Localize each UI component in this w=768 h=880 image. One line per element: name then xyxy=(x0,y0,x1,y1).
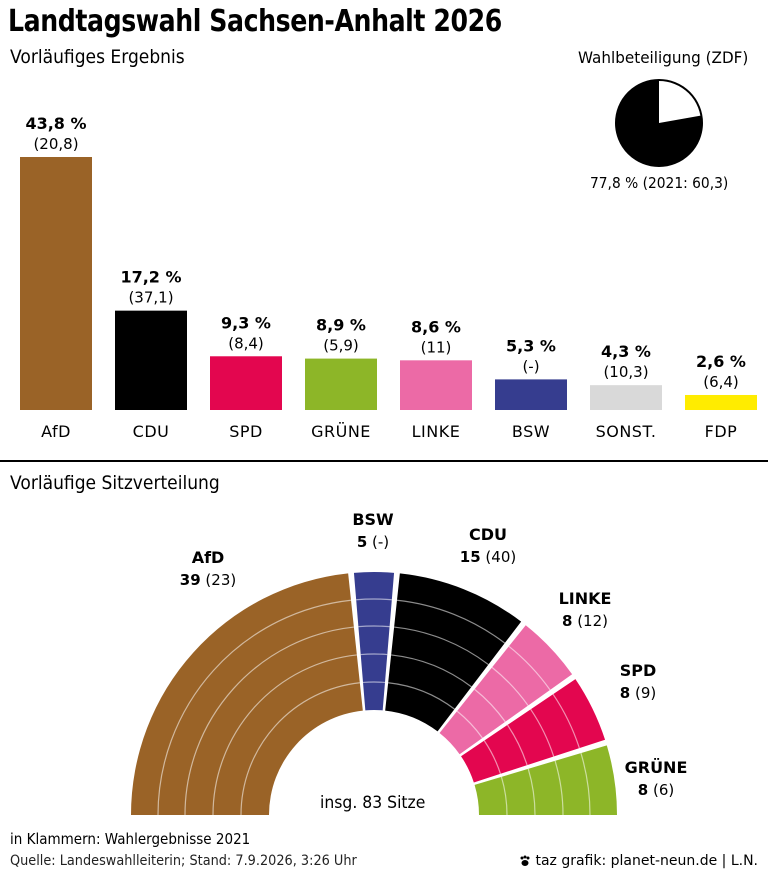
bar-category-label: AfD xyxy=(41,422,71,441)
bar-bsw xyxy=(495,379,567,410)
seat-row-line xyxy=(474,688,506,723)
bar-value-label: 8,6 % xyxy=(411,317,461,336)
bar-linke xyxy=(400,360,472,410)
bar-value-label: 2,6 % xyxy=(696,352,746,371)
seat-row-line xyxy=(506,724,528,766)
chart-subtitle: Vorläufiges Ergebnis xyxy=(10,46,185,68)
bar-category-label: GRÜNE xyxy=(311,422,371,441)
bar-sonst xyxy=(590,385,662,410)
seat-row-line xyxy=(456,710,483,739)
seat-count-label: 5 (-) xyxy=(357,533,389,551)
paw-icon xyxy=(520,855,530,866)
bar-category-label: SPD xyxy=(229,422,263,441)
seat-chart-title: Vorläufige Sitzverteilung xyxy=(10,472,220,494)
seat-row-line xyxy=(394,626,489,666)
seat-segment-spd xyxy=(461,679,606,783)
bar-previous-label: (37,1) xyxy=(128,289,173,307)
seat-row-line xyxy=(391,654,472,688)
bar-previous-label: (20,8) xyxy=(33,135,78,153)
turnout-title: Wahlbeteiligung (ZDF) xyxy=(578,48,749,67)
seat-party-label: LINKE xyxy=(559,589,612,608)
seat-count-label: 15 (40) xyxy=(460,548,516,566)
bar-previous-label: (5,9) xyxy=(323,337,359,355)
seat-row-line xyxy=(240,682,360,816)
bar-afd xyxy=(20,157,92,410)
section-divider xyxy=(0,460,768,462)
seat-row-line xyxy=(356,598,392,601)
bar-value-label: 43,8 % xyxy=(25,114,86,133)
seat-row-line xyxy=(552,693,580,749)
bar-previous-label: (10,3) xyxy=(603,363,648,381)
bar-value-label: 4,3 % xyxy=(601,342,651,361)
bar-category-label: SONST. xyxy=(596,422,657,441)
bar-fdp xyxy=(685,394,757,410)
seat-count-label: 8 (6) xyxy=(638,781,674,799)
source-note: Quelle: Landeswahlleiterin; Stand: 7.9.2… xyxy=(10,853,357,869)
seat-segment-linke xyxy=(439,625,573,755)
seat-party-label: SPD xyxy=(620,661,657,680)
seat-count-label: 8 (12) xyxy=(562,612,608,630)
seat-party-label: CDU xyxy=(469,525,507,544)
turnout-pie-slice xyxy=(616,80,702,166)
bar-chart: 43,8 % (20,8) AfD 17,2 % (37,1) CDU 9,3 % (8,4)… xyxy=(20,114,757,441)
seat-row-line xyxy=(580,752,591,816)
seat-row-line xyxy=(360,653,388,656)
bar-value-label: 5,3 % xyxy=(506,336,556,355)
bar-previous-label: (8,4) xyxy=(228,334,264,352)
seat-segment-cdu xyxy=(385,573,522,732)
bar-grne xyxy=(305,358,377,410)
chart-title: Landtagswahl Sachsen-Anhalt 2026 xyxy=(8,4,502,39)
seat-party-label: GRÜNE xyxy=(625,758,688,777)
bar-value-label: 8,9 % xyxy=(316,316,366,335)
turnout-value: 77,8 % (2021: 60,3) xyxy=(590,174,729,192)
bar-value-label: 9,3 % xyxy=(221,313,271,332)
seat-row-line xyxy=(396,599,506,644)
bar-category-label: LINKE xyxy=(412,422,461,441)
bar-category-label: FDP xyxy=(705,422,738,441)
seat-count-label: 39 (23) xyxy=(180,571,236,589)
bar-category-label: CDU xyxy=(133,422,170,441)
bar-category-label: BSW xyxy=(512,422,550,441)
seat-row-line xyxy=(508,645,551,691)
bar-value-label: 17,2 % xyxy=(120,268,181,287)
bar-spd xyxy=(210,356,282,410)
seat-count-label: 8 (9) xyxy=(620,684,656,702)
seat-row-line xyxy=(491,666,529,706)
turnout-pie xyxy=(615,79,703,167)
seat-row-line xyxy=(554,760,564,816)
seat-row-line xyxy=(212,654,357,816)
bar-previous-label: (6,4) xyxy=(703,373,739,391)
seat-row-line xyxy=(483,740,502,775)
seat-row-line xyxy=(358,625,390,628)
bar-previous-label: (11) xyxy=(421,338,452,356)
seat-party-label: AfD xyxy=(192,548,225,567)
seat-segment-afd xyxy=(131,573,363,815)
footnote: in Klammern: Wahlergebnisse 2021 xyxy=(10,830,251,848)
seat-row-line xyxy=(527,768,536,816)
seat-segment-bsw xyxy=(353,572,395,711)
seat-row-line xyxy=(500,776,508,816)
bar-previous-label: (-) xyxy=(522,357,539,375)
bar-cdu xyxy=(115,310,187,410)
seat-party-label: BSW xyxy=(352,510,394,529)
credit-text: taz grafik: planet-neun.de | L.N. xyxy=(535,853,758,869)
seat-row-line xyxy=(157,599,352,816)
credit: taz grafik: planet-neun.de | L.N. xyxy=(519,853,758,869)
seat-row-line xyxy=(530,708,555,757)
seat-total: insg. 83 Sitze xyxy=(320,793,426,813)
seat-row-line xyxy=(184,626,354,816)
seat-row-line xyxy=(388,682,455,710)
seat-segment-grne xyxy=(474,745,617,815)
